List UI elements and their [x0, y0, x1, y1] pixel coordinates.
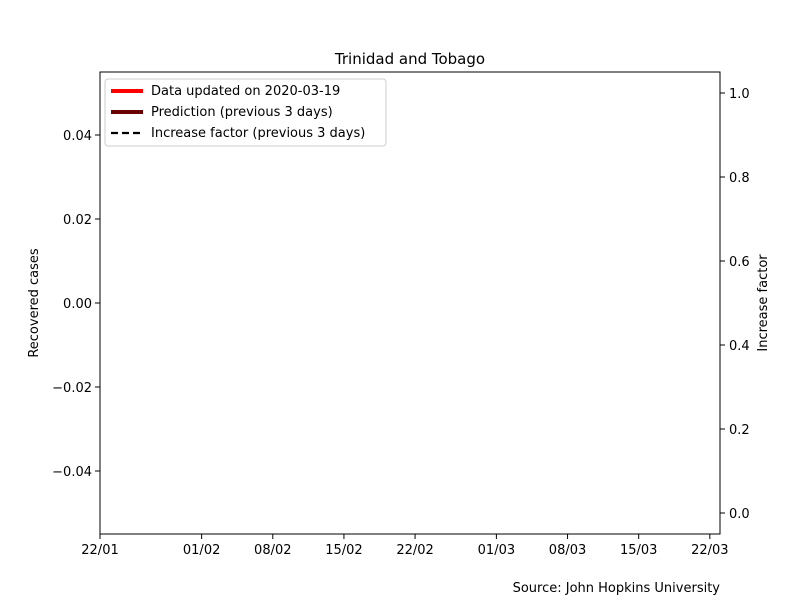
right-y-tick-label: 0.2 — [729, 423, 750, 438]
left-y-tick-label: 0.00 — [63, 297, 92, 312]
left-axis-label: Recovered cases — [27, 248, 42, 358]
left-y-tick-label: 0.04 — [63, 129, 92, 144]
left-y-tick-label: −0.04 — [52, 465, 92, 480]
x-tick-label: 08/03 — [549, 543, 586, 558]
x-tick-label: 22/03 — [691, 543, 728, 558]
x-axis: 22/01 01/02 08/02 15/02 22/02 01/03 08/03 15/03… — [81, 534, 729, 558]
right-axis-label: Increase factor — [756, 254, 771, 352]
x-tick-label: 15/02 — [325, 543, 362, 558]
left-y-tick-label: 0.02 — [63, 213, 92, 228]
right-y-axis: 1.0 0.8 0.6 0.4 0.2 0.0 — [720, 87, 750, 522]
chart-title: Trinidad and Tobago — [334, 50, 485, 68]
left-y-axis: 0.04 0.02 0.00 −0.02 −0.04 — [52, 129, 100, 480]
legend-label-prediction: Prediction (previous 3 days) — [151, 105, 333, 120]
x-tick-label: 01/02 — [183, 543, 220, 558]
left-y-tick-label: −0.02 — [52, 381, 92, 396]
legend-label-increase-factor: Increase factor (previous 3 days) — [151, 126, 365, 141]
right-y-tick-label: 1.0 — [729, 87, 750, 102]
x-tick-label: 15/03 — [620, 543, 657, 558]
legend-label-data: Data updated on 2020-03-19 — [151, 84, 340, 99]
legend: Data updated on 2020-03-19 Prediction (p… — [104, 78, 387, 147]
x-tick-label: 22/02 — [396, 543, 433, 558]
source-note: Source: John Hopkins University — [513, 581, 721, 596]
x-tick-label: 01/03 — [478, 543, 515, 558]
right-y-tick-label: 0.6 — [729, 255, 750, 270]
x-tick-label: 08/02 — [254, 543, 291, 558]
right-y-tick-label: 0.4 — [729, 339, 750, 354]
right-y-tick-label: 0.0 — [729, 507, 750, 522]
legend-box — [104, 78, 387, 147]
x-tick-label: 22/01 — [81, 543, 118, 558]
right-y-tick-label: 0.8 — [729, 171, 750, 186]
